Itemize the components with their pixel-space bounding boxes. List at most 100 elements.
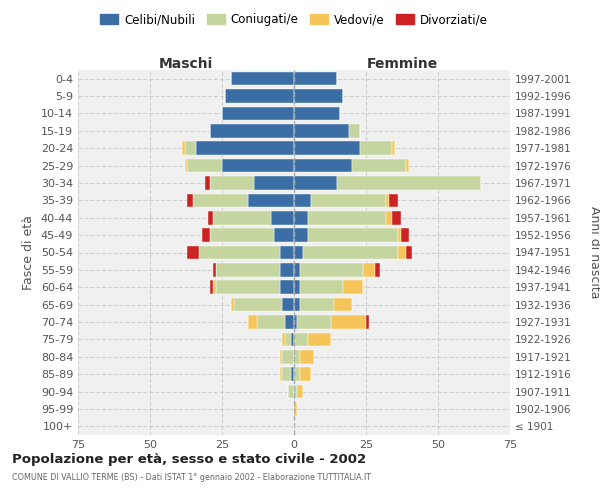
Bar: [291, 368, 294, 381]
Bar: [294, 368, 300, 381]
Bar: [211, 228, 274, 242]
Text: Femmine: Femmine: [367, 57, 437, 71]
Bar: [386, 194, 389, 207]
Bar: [294, 142, 360, 155]
Bar: [294, 106, 340, 120]
Bar: [182, 142, 185, 155]
Bar: [294, 90, 343, 103]
Bar: [294, 263, 300, 276]
Bar: [294, 280, 300, 294]
Bar: [280, 263, 294, 276]
Bar: [300, 368, 311, 381]
Bar: [386, 211, 392, 224]
Bar: [308, 211, 386, 224]
Bar: [294, 385, 297, 398]
Bar: [352, 159, 406, 172]
Bar: [398, 246, 406, 260]
Bar: [291, 332, 294, 346]
Bar: [280, 350, 283, 364]
Text: Maschi: Maschi: [159, 57, 213, 71]
Text: COMUNE DI VALLIO TERME (BS) - Dati ISTAT 1° gennaio 2002 - Elaborazione TUTTITAL: COMUNE DI VALLIO TERME (BS) - Dati ISTAT…: [12, 472, 371, 482]
Bar: [222, 159, 294, 172]
Bar: [185, 142, 196, 155]
Bar: [300, 298, 334, 312]
Bar: [294, 194, 311, 207]
Bar: [187, 194, 193, 207]
Bar: [406, 159, 409, 172]
Bar: [294, 332, 308, 346]
Bar: [349, 124, 360, 138]
Bar: [283, 368, 291, 381]
Bar: [274, 228, 294, 242]
Text: Popolazione per età, sesso e stato civile - 2002: Popolazione per età, sesso e stato civil…: [12, 452, 366, 466]
Bar: [280, 368, 283, 381]
Bar: [280, 280, 294, 294]
Bar: [366, 315, 369, 329]
Bar: [187, 159, 222, 172]
Bar: [214, 280, 216, 294]
Bar: [343, 280, 363, 294]
Bar: [337, 176, 481, 190]
Bar: [294, 211, 308, 224]
Bar: [248, 315, 257, 329]
Legend: Celibi/Nubili, Coniugati/e, Vedovi/e, Divorziati/e: Celibi/Nubili, Coniugati/e, Vedovi/e, Di…: [95, 8, 493, 31]
Bar: [187, 246, 199, 260]
Bar: [216, 280, 280, 294]
Bar: [308, 332, 331, 346]
Bar: [230, 72, 294, 86]
Bar: [294, 298, 300, 312]
Bar: [374, 263, 380, 276]
Bar: [297, 385, 302, 398]
Bar: [300, 350, 314, 364]
Bar: [185, 159, 187, 172]
Bar: [294, 124, 349, 138]
Bar: [334, 298, 352, 312]
Bar: [398, 228, 401, 242]
Bar: [233, 298, 283, 312]
Bar: [193, 194, 248, 207]
Bar: [230, 298, 233, 312]
Bar: [300, 263, 363, 276]
Bar: [286, 315, 294, 329]
Bar: [294, 246, 302, 260]
Bar: [211, 176, 254, 190]
Bar: [257, 315, 286, 329]
Bar: [308, 228, 398, 242]
Bar: [294, 350, 300, 364]
Bar: [331, 315, 366, 329]
Bar: [248, 194, 294, 207]
Bar: [214, 263, 216, 276]
Bar: [302, 246, 398, 260]
Bar: [294, 72, 337, 86]
Bar: [208, 211, 214, 224]
Bar: [280, 246, 294, 260]
Bar: [283, 350, 294, 364]
Bar: [297, 315, 331, 329]
Y-axis label: Fasce di età: Fasce di età: [22, 215, 35, 290]
Bar: [294, 159, 352, 172]
Bar: [360, 142, 392, 155]
Bar: [294, 228, 308, 242]
Bar: [205, 176, 211, 190]
Bar: [283, 298, 294, 312]
Bar: [392, 142, 395, 155]
Bar: [225, 90, 294, 103]
Bar: [202, 228, 211, 242]
Bar: [254, 176, 294, 190]
Bar: [271, 211, 294, 224]
Bar: [406, 246, 412, 260]
Bar: [211, 124, 294, 138]
Bar: [211, 280, 214, 294]
Bar: [389, 194, 398, 207]
Bar: [288, 385, 294, 398]
Bar: [311, 194, 386, 207]
Bar: [363, 263, 374, 276]
Bar: [300, 280, 343, 294]
Bar: [199, 246, 280, 260]
Bar: [294, 402, 297, 415]
Bar: [294, 176, 337, 190]
Bar: [286, 332, 291, 346]
Bar: [196, 142, 294, 155]
Bar: [216, 263, 280, 276]
Y-axis label: Anni di nascita: Anni di nascita: [588, 206, 600, 298]
